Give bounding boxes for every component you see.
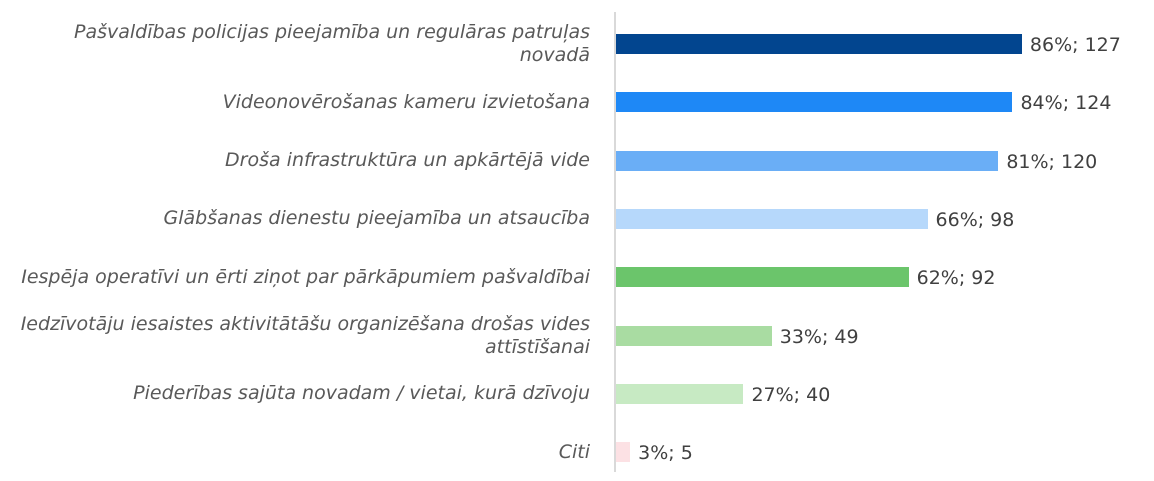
bar — [616, 34, 1022, 54]
bar — [616, 267, 909, 288]
bar — [616, 325, 772, 346]
data-label: 33%; 49 — [779, 325, 859, 348]
bar — [616, 383, 744, 404]
category-label: Citi — [558, 440, 590, 463]
data-label: 81%; 120 — [1006, 150, 1098, 173]
data-label: 27%; 40 — [751, 383, 831, 406]
axis-line — [614, 12, 616, 472]
data-label: 62%; 92 — [916, 267, 996, 290]
category-label: Pašvaldības policijas pieejamība un regu… — [73, 21, 590, 66]
bar — [616, 92, 1013, 113]
data-label: 84%; 124 — [1020, 92, 1112, 115]
data-label: 86%; 127 — [1029, 34, 1121, 56]
bar — [616, 442, 631, 463]
bar — [616, 150, 999, 171]
category-label: Glābšanas dienestu pieejamība un atsaucī… — [163, 207, 590, 230]
category-label: Droša infrastruktūra un apkārtējā vide — [225, 149, 590, 172]
data-label: 3%; 5 — [638, 442, 693, 465]
category-label: Videonovērošanas kameru izvietošana — [222, 90, 590, 113]
category-label: Iespēja operatīvi un ērti ziņot par pārk… — [21, 265, 590, 288]
bar — [616, 208, 928, 229]
category-label: Iedzīvotāju iesaistes aktivitātāšu organ… — [20, 312, 590, 358]
category-label: Piederības sajūta novadam / vietai, kurā… — [133, 382, 590, 405]
data-label: 66%; 98 — [935, 208, 1015, 231]
